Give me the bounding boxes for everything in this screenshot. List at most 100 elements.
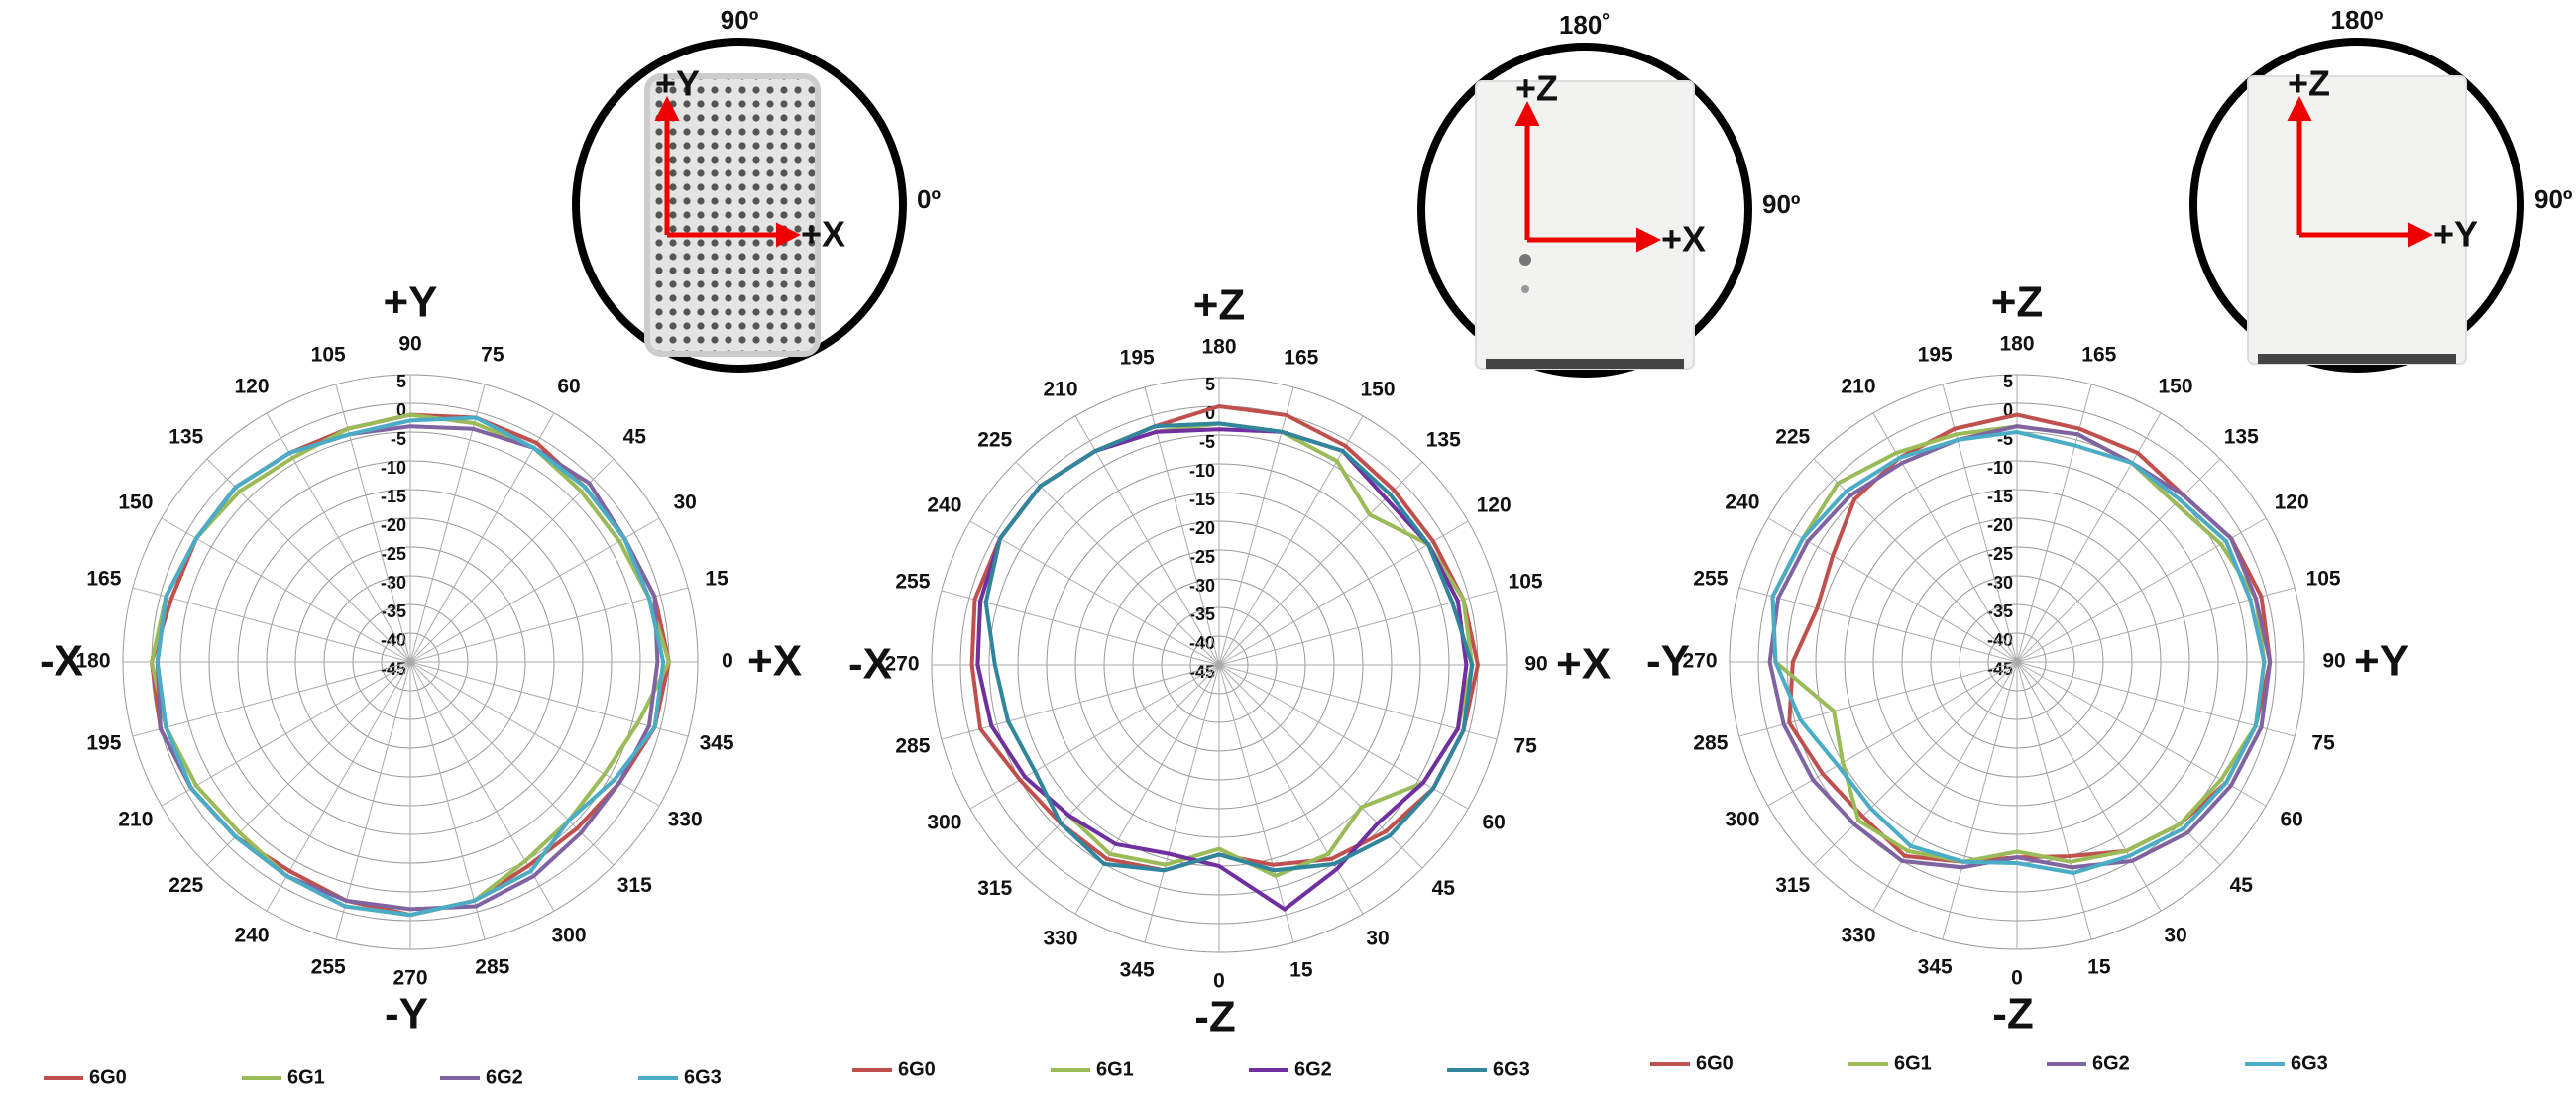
grid-spoke — [1015, 461, 1220, 666]
legend-label: 6G2 — [1294, 1058, 1332, 1080]
grid-spoke — [2016, 661, 2162, 912]
grid-spoke — [409, 661, 689, 737]
r-tick-label: -25 — [381, 544, 406, 564]
grid-spoke — [2016, 661, 2221, 866]
grid-spoke — [2016, 661, 2296, 737]
series-line — [983, 421, 1475, 873]
grid-spoke — [1218, 664, 1423, 869]
theta-tick-label: 105 — [2306, 568, 2341, 591]
theta-tick-label: 75 — [2311, 731, 2335, 754]
r-tick-label: -35 — [381, 602, 406, 621]
theta-tick-label: 270 — [1682, 650, 1717, 673]
theta-tick-label: 330 — [1841, 925, 1875, 947]
r-tick-label: -5 — [1199, 432, 1215, 452]
theta-tick-label: 300 — [927, 812, 961, 834]
theta-tick-label: 270 — [392, 967, 427, 990]
theta-tick-label: 165 — [2081, 343, 2116, 366]
direction-label: -Z — [1992, 990, 2034, 1039]
theta-tick-label: 285 — [1693, 731, 1728, 754]
grid-spoke — [1767, 661, 2018, 807]
axis-arrow-label: +X — [801, 214, 845, 255]
r-tick-label: -30 — [1987, 573, 2013, 593]
direction-label: -Z — [1194, 993, 1236, 1041]
theta-tick-label: 210 — [1043, 378, 1077, 400]
direction-label: +X — [747, 637, 802, 686]
theta-tick-label: 240 — [1725, 492, 1759, 514]
theta-tick-label: 225 — [977, 428, 1012, 451]
theta-tick-label: 75 — [481, 343, 504, 366]
theta-tick-label: 180 — [1201, 336, 1236, 359]
grid-spoke — [132, 661, 411, 737]
theta-tick-label: 120 — [1477, 494, 1512, 517]
theta-tick-label: 195 — [1120, 346, 1155, 369]
theta-tick-label: 90 — [1524, 653, 1547, 676]
r-tick-label: -30 — [381, 573, 406, 593]
axis-arrow-label: +Z — [2288, 63, 2330, 104]
legend-label: 6G3 — [2291, 1052, 2328, 1074]
theta-tick-label: 285 — [895, 734, 930, 757]
r-tick-label: -25 — [1189, 547, 1215, 567]
theta-tick-label: 75 — [1513, 734, 1537, 757]
grid-spoke — [2016, 517, 2267, 663]
axis-arrow-label: +X — [1661, 219, 1706, 260]
grid-spoke — [409, 517, 660, 663]
r-tick-label: -10 — [1987, 458, 2013, 478]
theta-tick-label: 15 — [1289, 959, 1313, 982]
grid-spoke — [1218, 415, 1364, 666]
r-tick-label: -10 — [381, 458, 406, 478]
grid-spoke — [266, 661, 411, 912]
theta-tick-label: 225 — [1775, 425, 1810, 448]
grid-spoke — [1218, 590, 1498, 666]
r-tick-label: 5 — [396, 372, 406, 391]
direction-label: +Y — [2354, 637, 2408, 686]
theta-tick-label: 45 — [623, 425, 647, 448]
theta-tick-label: 195 — [86, 731, 121, 754]
legend-label: 6G3 — [1493, 1058, 1530, 1080]
r-tick-label: -20 — [381, 515, 406, 535]
r-tick-label: -45 — [1189, 662, 1215, 682]
theta-tick-label: 240 — [234, 925, 269, 947]
theta-tick-label: 315 — [1775, 874, 1810, 897]
theta-tick-label: 105 — [311, 343, 346, 366]
theta-tick-label: 210 — [118, 809, 153, 831]
inset-angle-label: 90º — [1762, 189, 1801, 219]
theta-tick-label: 135 — [1426, 428, 1461, 451]
grid-spoke — [1218, 664, 1294, 943]
legend-label: 6G1 — [1894, 1052, 1932, 1074]
theta-tick-label: 15 — [705, 568, 728, 591]
grid-spoke — [1218, 520, 1469, 666]
legend-label: 6G0 — [89, 1066, 127, 1088]
theta-tick-label: 90 — [398, 333, 421, 356]
grid-spoke — [2016, 458, 2221, 663]
legend-label: 6G0 — [898, 1058, 936, 1080]
inset-angle-label: 0º — [917, 184, 941, 214]
grid-spoke — [161, 661, 411, 807]
grid-spoke — [1015, 664, 1220, 869]
theta-tick-label: 30 — [2164, 925, 2186, 947]
theta-tick-label: 60 — [2280, 809, 2302, 831]
inset-angle-label: 90º — [2534, 184, 2573, 214]
r-tick-label: 0 — [2003, 400, 2013, 420]
grid-spoke — [409, 458, 615, 663]
theta-tick-label: 0 — [722, 650, 733, 673]
theta-tick-label: 45 — [1432, 877, 1456, 900]
theta-tick-label: 120 — [2275, 492, 2309, 514]
grid-spoke — [1218, 461, 1423, 666]
theta-tick-label: 180 — [1999, 333, 2034, 356]
theta-tick-label: 225 — [168, 874, 203, 897]
theta-tick-label: 30 — [1366, 928, 1389, 950]
theta-tick-label: 330 — [1043, 928, 1077, 950]
legend-label: 6G1 — [1096, 1058, 1134, 1080]
theta-tick-label: 345 — [1120, 959, 1155, 982]
grid-spoke — [132, 587, 411, 663]
legend-label: 6G2 — [2092, 1052, 2130, 1074]
grid-spoke — [409, 661, 615, 866]
grid-spoke — [1813, 661, 2018, 866]
theta-tick-label: 165 — [1284, 346, 1318, 369]
theta-tick-label: 135 — [168, 425, 203, 448]
theta-tick-label: 30 — [673, 492, 696, 514]
axis-arrow-label: +Y — [2433, 214, 2478, 255]
r-tick-label: -25 — [1987, 544, 2013, 564]
theta-tick-label: 345 — [700, 731, 734, 754]
r-tick-label: -45 — [1987, 659, 2013, 679]
